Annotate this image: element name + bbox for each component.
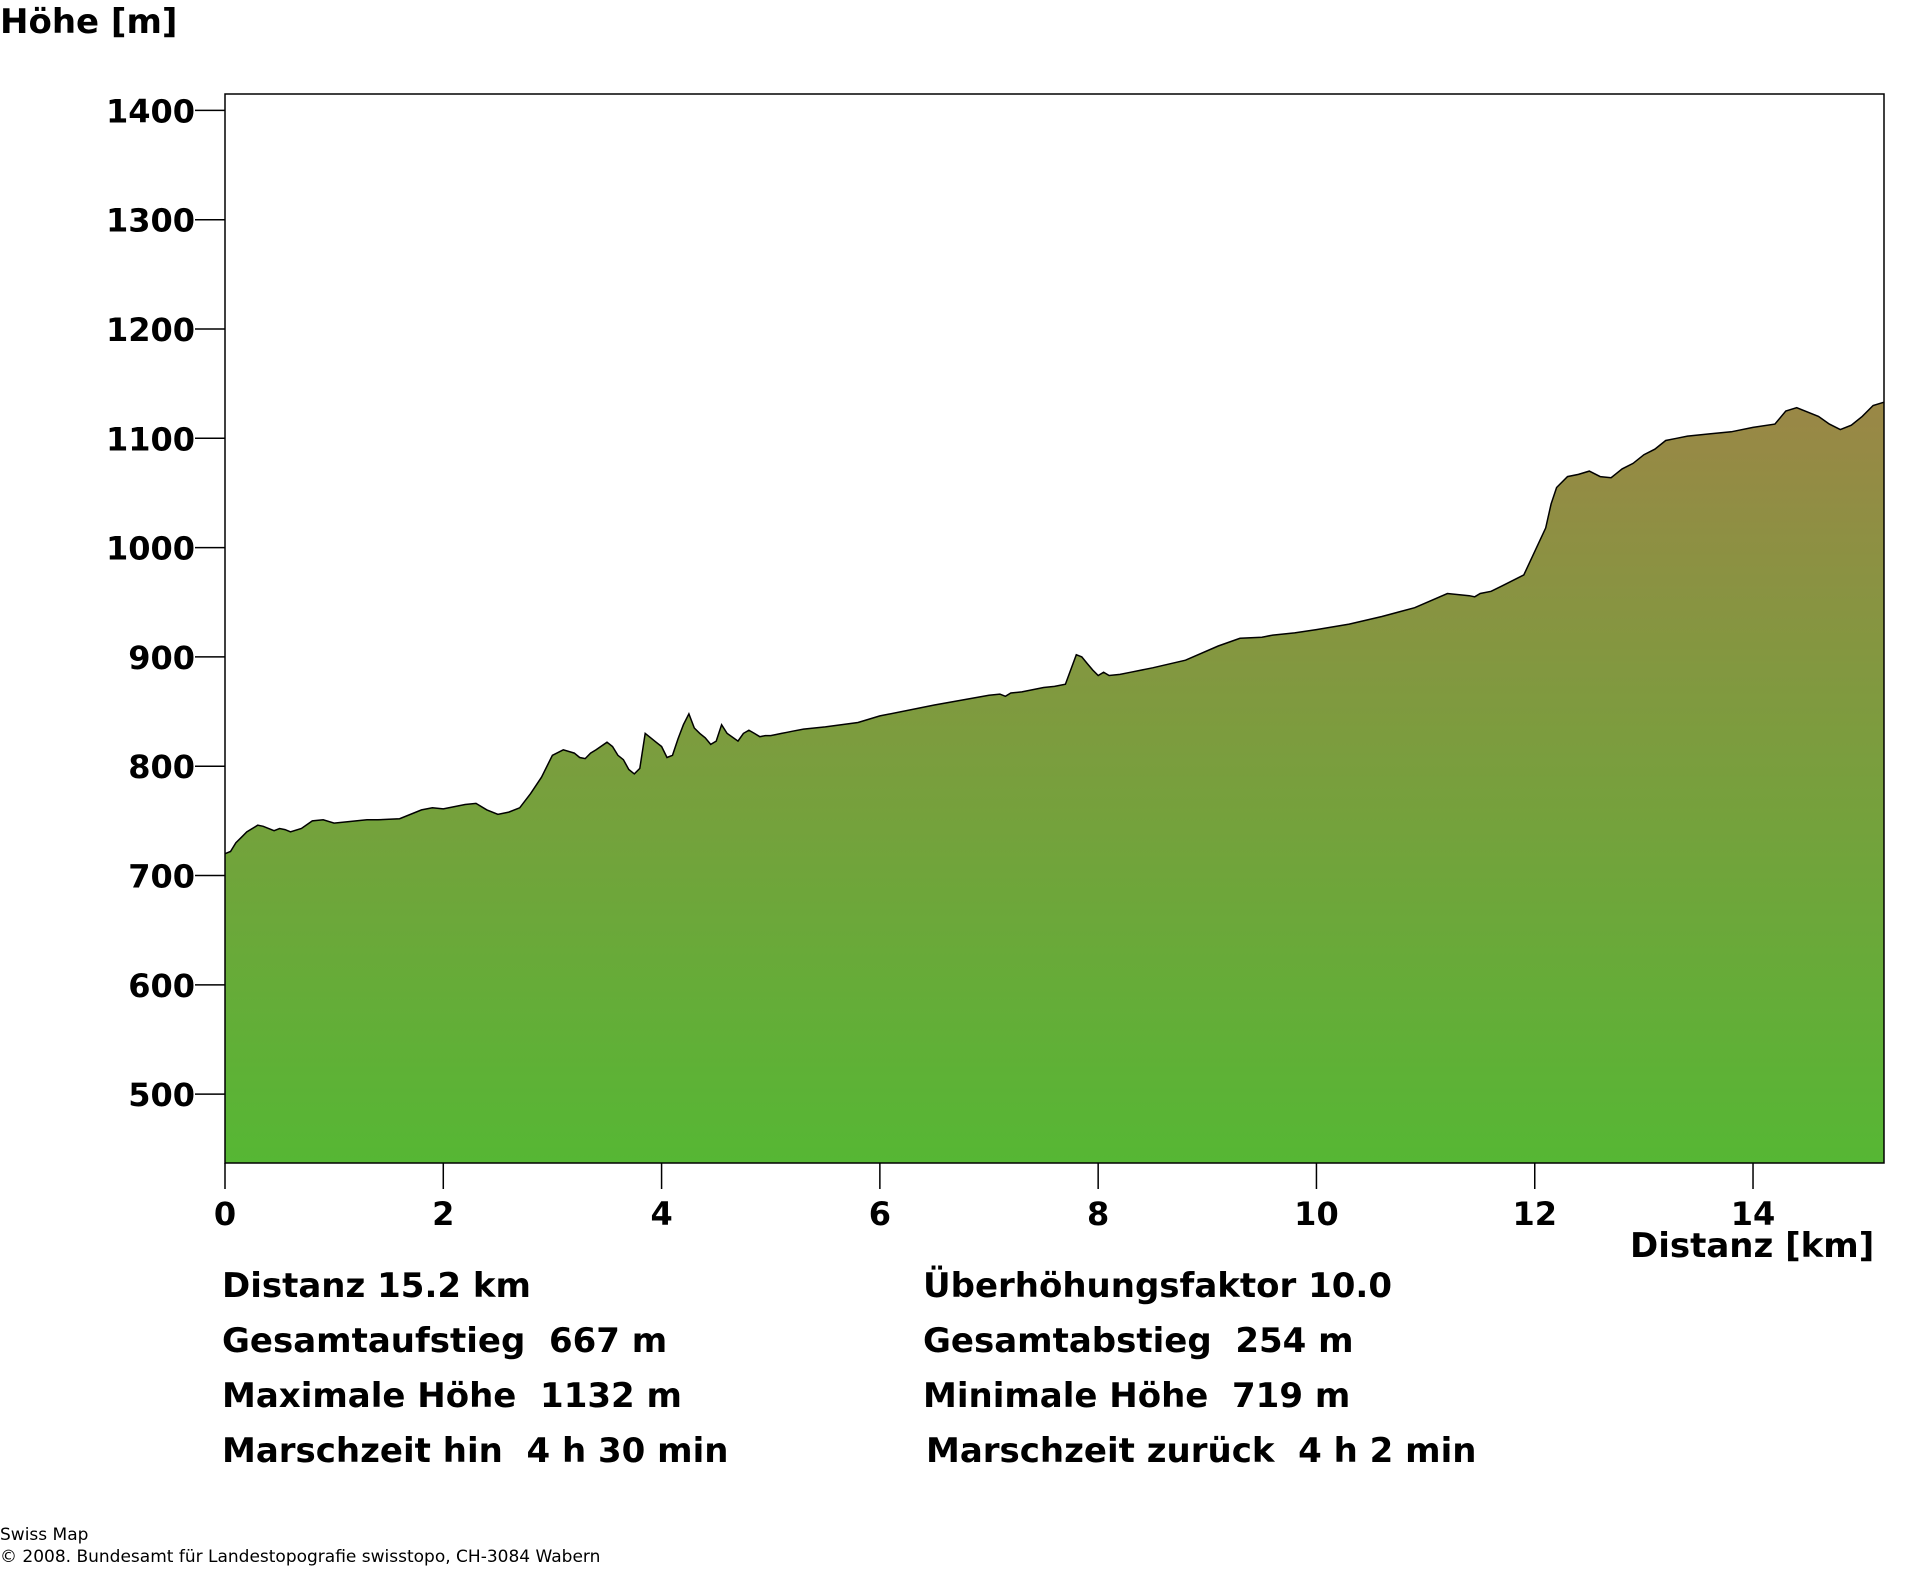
stat-marschzeit-hin: Marschzeit hin 4 h 30 min <box>222 1431 729 1471</box>
y-tick-label-800: 800 <box>128 748 195 786</box>
stat-maximale-hoehe: Maximale Höhe 1132 m <box>222 1376 682 1416</box>
y-tick-label-900: 900 <box>128 639 195 677</box>
footer-title: Swiss Map <box>0 1525 89 1545</box>
stat-distanz: Distanz 15.2 km <box>222 1266 531 1306</box>
x-tick-label-2: 2 <box>432 1195 454 1233</box>
footer-copyright: © 2008. Bundesamt für Landestopografie s… <box>0 1547 601 1567</box>
y-tick-label-1400: 1400 <box>106 92 195 130</box>
stat-minimale-hoehe: Minimale Höhe 719 m <box>923 1376 1351 1416</box>
y-tick-label-1000: 1000 <box>106 530 195 568</box>
y-axis: 500 600 700 800 900 1000 1100 1200 1300 1400 <box>106 92 225 1114</box>
x-tick-label-14: 14 <box>1731 1195 1776 1233</box>
stat-gesamtaufstieg: Gesamtaufstieg 667 m <box>222 1321 668 1361</box>
x-axis-label: Distanz [km] <box>1630 1226 1875 1266</box>
stat-gesamtabstieg: Gesamtabstieg 254 m <box>923 1321 1354 1361</box>
stat-marschzeit-zurueck: Marschzeit zurück 4 h 2 min <box>926 1431 1477 1471</box>
x-tick-label-0: 0 <box>214 1195 236 1233</box>
x-tick-label-12: 12 <box>1512 1195 1557 1233</box>
elevation-profile-line <box>224 401 1885 855</box>
x-tick-label-10: 10 <box>1294 1195 1339 1233</box>
y-tick-label-1200: 1200 <box>106 311 195 349</box>
x-tick-label-8: 8 <box>1087 1195 1109 1233</box>
y-tick-label-700: 700 <box>128 858 195 896</box>
stat-ueberhoehungsfaktor: Überhöhungsfaktor 10.0 <box>923 1266 1392 1306</box>
y-axis-label: Höhe [m] <box>0 2 178 42</box>
x-tick-label-4: 4 <box>650 1195 672 1233</box>
x-tick-label-6: 6 <box>869 1195 891 1233</box>
elevation-area-layer <box>224 401 1885 1163</box>
y-tick-label-600: 600 <box>128 967 195 1005</box>
y-tick-label-500: 500 <box>128 1076 195 1114</box>
y-tick-label-1100: 1100 <box>106 420 195 458</box>
plot-frame <box>224 93 1885 1164</box>
elevation-area <box>225 402 1884 1163</box>
x-axis: 0 2 4 6 8 10 12 14 <box>214 1163 1775 1233</box>
y-tick-label-1300: 1300 <box>106 202 195 240</box>
